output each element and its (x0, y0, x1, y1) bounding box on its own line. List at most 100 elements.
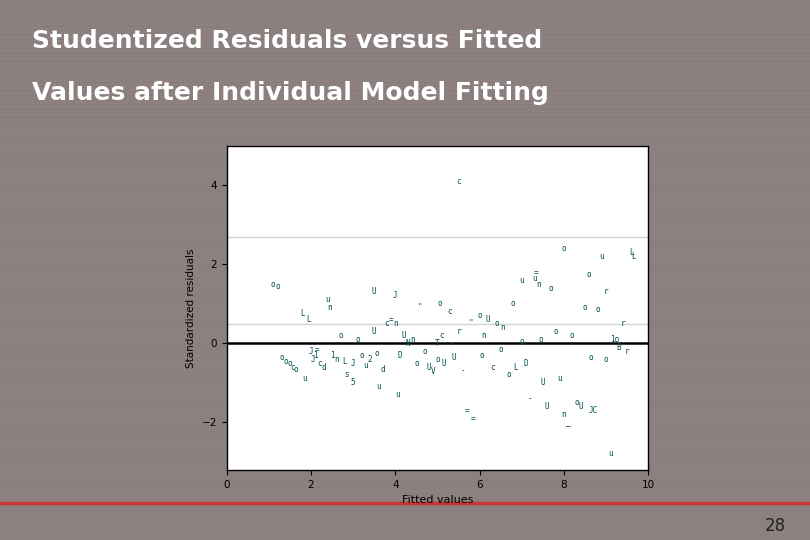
Text: s: s (344, 370, 349, 380)
Text: o: o (498, 345, 503, 354)
Text: L: L (307, 315, 311, 324)
Text: o: o (586, 269, 591, 279)
Text: r: r (603, 287, 608, 296)
Text: u: u (608, 449, 612, 458)
Text: =: = (389, 315, 394, 324)
Text: o: o (494, 319, 499, 328)
Text: J: J (309, 347, 313, 356)
Text: Studentized Residuals versus Fitted: Studentized Residuals versus Fitted (32, 30, 543, 53)
Text: o: o (271, 280, 275, 288)
Text: =: = (534, 268, 539, 276)
Text: n: n (561, 410, 566, 419)
Text: o: o (294, 364, 299, 374)
Text: ": " (469, 319, 473, 328)
Text: u: u (376, 382, 381, 392)
Text: o: o (477, 311, 482, 320)
Text: T: T (435, 339, 440, 348)
Text: L: L (301, 309, 305, 318)
Text: U: U (544, 402, 549, 411)
Text: U: U (372, 287, 377, 296)
Text: u: u (519, 275, 524, 285)
Text: n: n (334, 355, 339, 363)
Text: o: o (423, 347, 427, 356)
Text: o: o (539, 335, 543, 344)
Text: u: u (364, 361, 368, 369)
Text: J: J (311, 355, 315, 363)
Text: -: - (460, 367, 465, 375)
Text: =: = (465, 406, 469, 415)
Text: JC: JC (589, 406, 598, 415)
Text: u: u (532, 274, 536, 282)
Text: o: o (480, 350, 484, 360)
Text: U: U (452, 353, 457, 362)
Text: c: c (439, 331, 444, 340)
Text: U: U (372, 327, 377, 336)
Text: o: o (511, 299, 515, 308)
Text: o: o (355, 335, 360, 344)
Text: n: n (410, 335, 415, 344)
Text: U: U (540, 379, 545, 387)
Text: o: o (595, 305, 599, 314)
Text: o: o (507, 370, 511, 380)
Text: -: - (528, 394, 532, 403)
Text: 5: 5 (351, 379, 356, 387)
Text: o: o (374, 349, 378, 357)
Text: ": " (450, 343, 454, 352)
X-axis label: Fitted values: Fitted values (402, 495, 473, 505)
Text: 28: 28 (765, 517, 786, 535)
Text: o: o (603, 355, 608, 363)
Text: u: u (395, 390, 399, 399)
Text: U: U (578, 402, 583, 411)
Text: o: o (284, 356, 288, 366)
Text: o: o (435, 355, 440, 363)
Text: c: c (290, 362, 294, 372)
Text: u: u (302, 374, 307, 383)
Text: U: U (441, 359, 446, 368)
Text: L: L (631, 252, 636, 261)
Text: u: u (326, 295, 330, 305)
Text: r: r (456, 327, 461, 336)
Text: o: o (589, 353, 594, 362)
Text: o: o (574, 398, 578, 407)
Text: L: L (629, 248, 633, 257)
Text: d: d (381, 364, 385, 374)
Text: c: c (448, 307, 452, 316)
Text: r: r (625, 347, 629, 356)
Text: n: n (501, 323, 505, 332)
Text: o: o (561, 244, 566, 253)
Text: D: D (397, 350, 402, 360)
Text: J: J (351, 359, 356, 368)
Text: L: L (343, 356, 347, 366)
Text: U: U (402, 331, 406, 340)
Text: =: = (471, 414, 475, 423)
Text: 1: 1 (313, 350, 318, 360)
Text: o: o (549, 284, 553, 293)
Text: o: o (275, 281, 279, 291)
Text: u: u (599, 252, 604, 261)
Text: o: o (519, 337, 524, 346)
Text: n: n (393, 319, 398, 328)
Text: o: o (570, 331, 574, 340)
Text: r: r (620, 319, 625, 328)
Text: o: o (279, 353, 284, 362)
Text: Values after Individual Model Fitting: Values after Individual Model Fitting (32, 82, 549, 105)
Text: c: c (456, 177, 461, 186)
Text: 2: 2 (368, 355, 373, 363)
Text: c: c (490, 362, 494, 372)
Y-axis label: Standardized residuals: Standardized residuals (186, 248, 196, 368)
Text: o: o (414, 359, 419, 368)
Text: n: n (481, 331, 486, 340)
Text: u: u (557, 374, 562, 383)
Text: c: c (318, 359, 322, 368)
Text: o: o (360, 350, 364, 360)
Text: n: n (536, 280, 541, 288)
Text: d: d (322, 362, 326, 372)
Text: L: L (513, 362, 518, 372)
Text: o: o (288, 359, 292, 368)
Text: o: o (339, 331, 343, 340)
Text: U: U (427, 362, 431, 372)
Text: D: D (523, 359, 528, 368)
Text: c: c (385, 319, 389, 328)
Text: n: n (328, 303, 332, 312)
Text: B: B (616, 343, 620, 352)
